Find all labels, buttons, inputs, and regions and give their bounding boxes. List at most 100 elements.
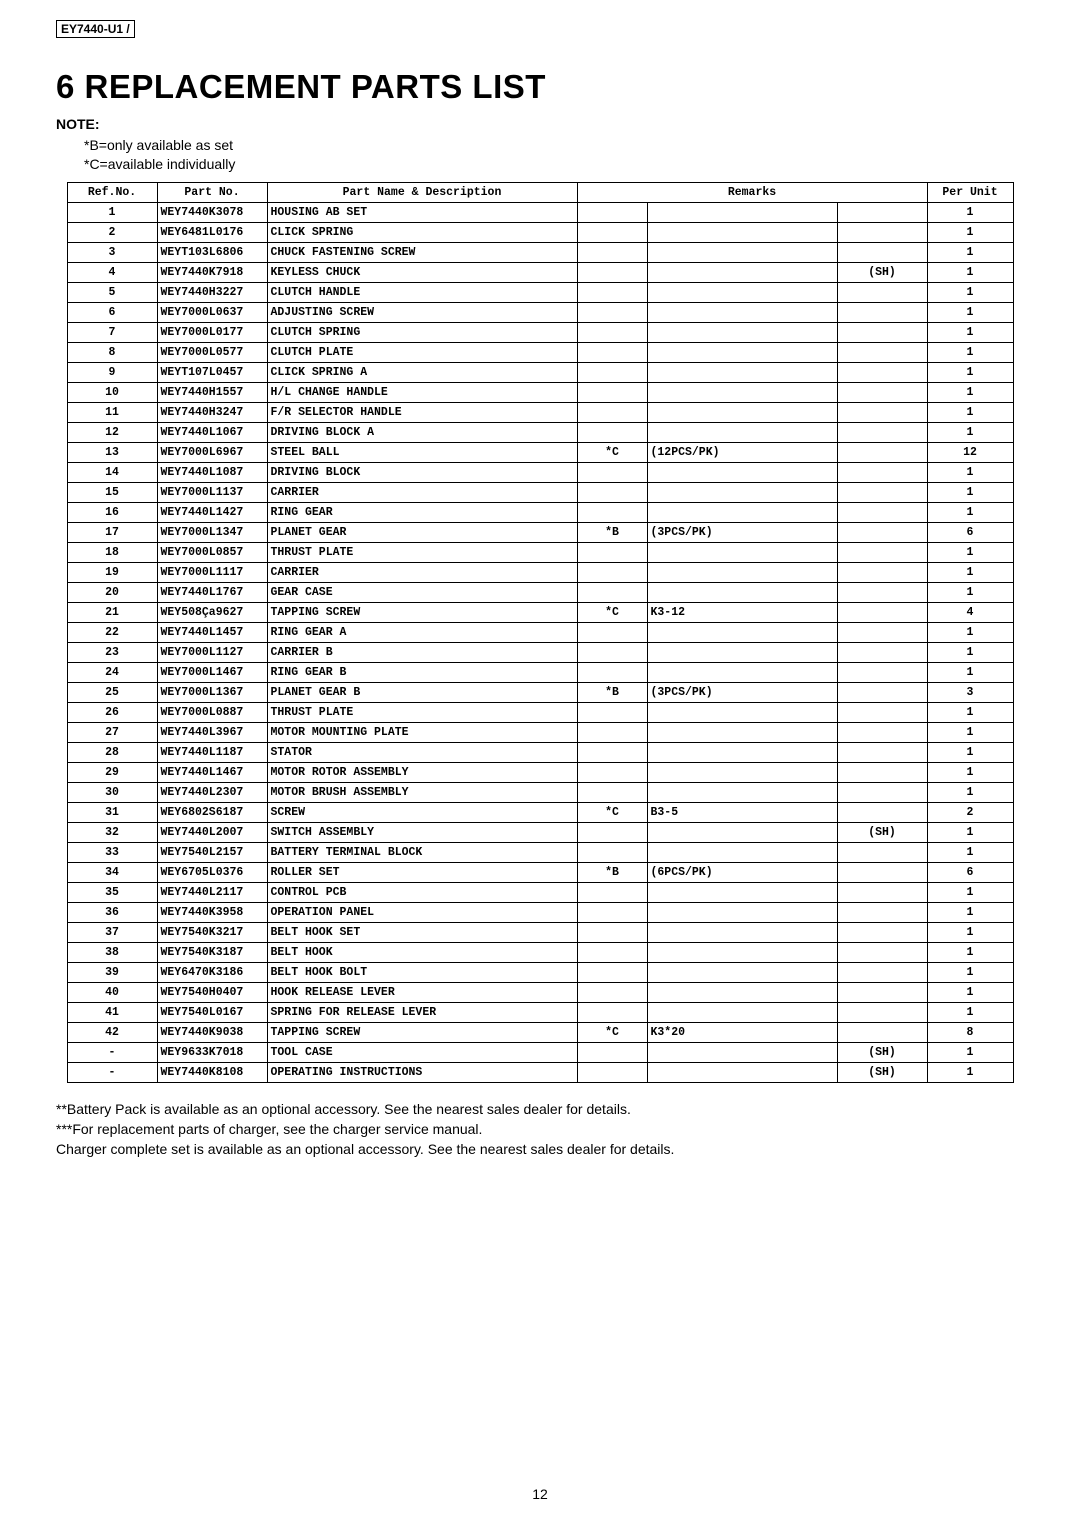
cell-part: WEY7440K3958: [157, 903, 267, 923]
cell-unit: 1: [927, 823, 1013, 843]
cell-unit: 1: [927, 643, 1013, 663]
cell-remark-sh: [837, 543, 927, 563]
cell-remark-qty: [647, 763, 837, 783]
cell-name: THRUST PLATE: [267, 543, 577, 563]
table-row: 22WEY7440L1457RING GEAR A1: [67, 623, 1013, 643]
cell-unit: 2: [927, 803, 1013, 823]
cell-name: HOUSING AB SET: [267, 203, 577, 223]
cell-name: OPERATING INSTRUCTIONS: [267, 1063, 577, 1083]
cell-remark-code: [577, 963, 647, 983]
cell-name: TAPPING SCREW: [267, 1023, 577, 1043]
cell-remark-sh: [837, 483, 927, 503]
cell-ref: -: [67, 1043, 157, 1063]
cell-unit: 1: [927, 883, 1013, 903]
cell-remark-sh: [837, 603, 927, 623]
cell-unit: 1: [927, 1003, 1013, 1023]
cell-remark-sh: (SH): [837, 823, 927, 843]
table-row: 1WEY7440K3078HOUSING AB SET1: [67, 203, 1013, 223]
cell-part: WEY6481L0176: [157, 223, 267, 243]
cell-part: WEY7540K3187: [157, 943, 267, 963]
cell-remark-qty: [647, 263, 837, 283]
cell-remark-code: [577, 483, 647, 503]
cell-unit: 6: [927, 863, 1013, 883]
cell-part: WEY7540H0407: [157, 983, 267, 1003]
doc-badge: EY7440-U1 /: [56, 20, 135, 38]
cell-ref: 21: [67, 603, 157, 623]
cell-part: WEY7000L0887: [157, 703, 267, 723]
cell-remark-code: [577, 763, 647, 783]
cell-remark-code: [577, 383, 647, 403]
cell-remark-qty: [647, 463, 837, 483]
table-row: 37WEY7540K3217BELT HOOK SET1: [67, 923, 1013, 943]
table-row: 3WEYT103L6806CHUCK FASTENING SCREW1: [67, 243, 1013, 263]
cell-part: WEY7440L1767: [157, 583, 267, 603]
cell-name: CLICK SPRING: [267, 223, 577, 243]
cell-remark-code: [577, 723, 647, 743]
cell-part: WEY7440L2117: [157, 883, 267, 903]
cell-part: WEY9633K7018: [157, 1043, 267, 1063]
cell-name: PLANET GEAR: [267, 523, 577, 543]
cell-part: WEY7440H3247: [157, 403, 267, 423]
cell-remark-sh: [837, 803, 927, 823]
table-row: 17WEY7000L1347PLANET GEAR*B(3PCS/PK)6: [67, 523, 1013, 543]
cell-unit: 1: [927, 783, 1013, 803]
page-number: 12: [0, 1486, 1080, 1502]
cell-unit: 4: [927, 603, 1013, 623]
cell-remark-qty: [647, 223, 837, 243]
cell-unit: 1: [927, 983, 1013, 1003]
cell-ref: 19: [67, 563, 157, 583]
cell-ref: 32: [67, 823, 157, 843]
header-unit: Per Unit: [927, 183, 1013, 203]
cell-ref: 22: [67, 623, 157, 643]
cell-unit: 1: [927, 503, 1013, 523]
cell-unit: 6: [927, 523, 1013, 543]
cell-part: WEY7000L0857: [157, 543, 267, 563]
cell-remark-sh: [837, 383, 927, 403]
cell-ref: 42: [67, 1023, 157, 1043]
cell-part: WEY7440L1467: [157, 763, 267, 783]
cell-ref: 20: [67, 583, 157, 603]
cell-name: BELT HOOK BOLT: [267, 963, 577, 983]
cell-unit: 3: [927, 683, 1013, 703]
cell-name: CONTROL PCB: [267, 883, 577, 903]
cell-remark-qty: K3-12: [647, 603, 837, 623]
cell-remark-code: [577, 983, 647, 1003]
cell-ref: 23: [67, 643, 157, 663]
cell-name: TAPPING SCREW: [267, 603, 577, 623]
cell-name: KEYLESS CHUCK: [267, 263, 577, 283]
cell-remark-qty: [647, 203, 837, 223]
cell-ref: 10: [67, 383, 157, 403]
cell-remark-code: [577, 703, 647, 723]
cell-ref: 40: [67, 983, 157, 1003]
cell-remark-sh: [837, 743, 927, 763]
cell-ref: 17: [67, 523, 157, 543]
cell-remark-code: [577, 343, 647, 363]
cell-unit: 1: [927, 963, 1013, 983]
cell-remark-qty: [647, 643, 837, 663]
cell-ref: 41: [67, 1003, 157, 1023]
cell-part: WEY6470K3186: [157, 963, 267, 983]
cell-unit: 1: [927, 623, 1013, 643]
cell-remark-sh: [837, 563, 927, 583]
cell-ref: -: [67, 1063, 157, 1083]
cell-ref: 25: [67, 683, 157, 703]
table-row: 7WEY7000L0177CLUTCH SPRING1: [67, 323, 1013, 343]
cell-ref: 11: [67, 403, 157, 423]
cell-part: WEY6802S6187: [157, 803, 267, 823]
table-row: 16WEY7440L1427RING GEAR1: [67, 503, 1013, 523]
parts-table-body: 1WEY7440K3078HOUSING AB SET12WEY6481L017…: [67, 203, 1013, 1083]
footnote-charger-2: Charger complete set is available as an …: [56, 1141, 1024, 1157]
table-row: 24WEY7000L1467RING GEAR B1: [67, 663, 1013, 683]
note-c-line: *C=available individually: [84, 156, 1024, 172]
cell-remark-code: *C: [577, 1023, 647, 1043]
cell-part: WEY7440H3227: [157, 283, 267, 303]
table-row: 28WEY7440L1187STATOR1: [67, 743, 1013, 763]
cell-remark-sh: [837, 703, 927, 723]
cell-unit: 1: [927, 403, 1013, 423]
cell-name: DRIVING BLOCK: [267, 463, 577, 483]
cell-unit: 1: [927, 563, 1013, 583]
cell-ref: 2: [67, 223, 157, 243]
cell-unit: 1: [927, 543, 1013, 563]
table-row: 5WEY7440H3227CLUTCH HANDLE1: [67, 283, 1013, 303]
cell-ref: 14: [67, 463, 157, 483]
